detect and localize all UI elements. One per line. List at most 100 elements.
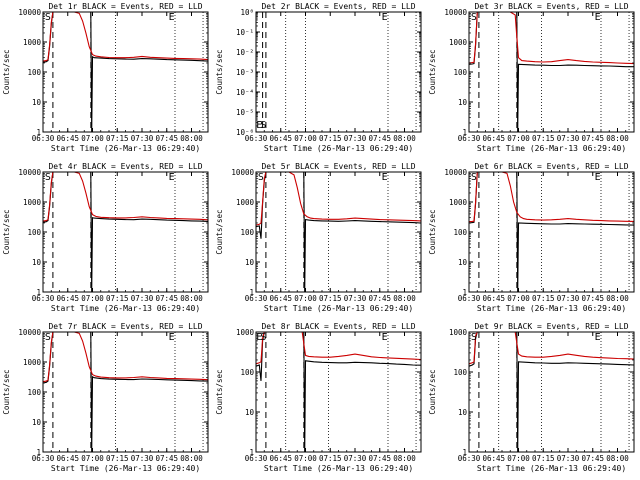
detector-panel: Det 1r BLACK = Events, RED = LLD S E 06:30 0… — [0, 0, 213, 160]
events-series-line — [255, 331, 422, 453]
x-tick-label: 07:30 — [344, 134, 367, 143]
chart-title: Det 7r BLACK = Events, RED = LLD — [48, 322, 202, 331]
y-tick-label: 1 — [36, 288, 41, 297]
interval-marker-label: E — [169, 12, 175, 23]
x-tick-label: 08:00 — [393, 454, 416, 463]
x-tick-label: 07:45 — [155, 134, 178, 143]
detector-panel: Det 9r BLACK = Events, RED = LLD S E 06:30 0… — [426, 320, 639, 480]
detector-panel: Det 6r BLACK = Events, RED = LLD S E 06:30 0… — [426, 160, 639, 320]
y-axis-label: Counts/sec — [215, 369, 224, 414]
y-tick-label: 10⁻⁴ — [236, 88, 254, 97]
interval-marker-label: E — [169, 332, 175, 343]
y-axis-label: Counts/sec — [215, 49, 224, 94]
interval-marker-label: E — [595, 332, 601, 343]
plot-frame — [255, 331, 422, 453]
interval-marker-label: E — [382, 12, 388, 23]
lld-series-line — [42, 331, 209, 383]
events-series-line — [468, 331, 635, 453]
x-tick-label: 06:30 — [458, 454, 481, 463]
interval-marker-label: E — [256, 332, 262, 343]
x-tick-label: 07:15 — [319, 294, 342, 303]
x-tick-label: 08:00 — [606, 134, 629, 143]
chart-title: Det 1r BLACK = Events, RED = LLD — [48, 2, 202, 11]
y-tick-label: 100 — [240, 228, 254, 237]
x-tick-label: 07:30 — [557, 294, 580, 303]
y-tick-label: 10⁻⁶ — [236, 128, 254, 137]
interval-marker-label: E — [595, 172, 601, 183]
x-tick-label: 07:00 — [507, 134, 530, 143]
y-axis-label: Counts/sec — [428, 369, 437, 414]
y-axis-label: Counts/sec — [2, 49, 11, 94]
interval-marker-label: E — [256, 120, 262, 131]
x-tick-label: 07:00 — [81, 134, 104, 143]
interval-marker-label: S — [45, 12, 51, 23]
detector-panel: Det 3r BLACK = Events, RED = LLD S E 06:30 0… — [426, 0, 639, 160]
interval-marker-label: S — [258, 172, 264, 183]
y-tick-label: 100 — [27, 68, 41, 77]
x-tick-label: 08:00 — [180, 294, 203, 303]
y-tick-label: 10000 — [444, 168, 467, 177]
x-tick-label: 08:00 — [393, 294, 416, 303]
y-tick-label: 10 — [245, 258, 255, 267]
x-tick-label: 06:45 — [56, 454, 79, 463]
x-tick-label: 08:00 — [180, 454, 203, 463]
x-tick-label: 07:30 — [557, 134, 580, 143]
x-tick-label: 07:00 — [507, 294, 530, 303]
x-tick-label: 07:45 — [581, 454, 604, 463]
y-axis-label: Counts/sec — [428, 49, 437, 94]
y-tick-label: 10 — [32, 98, 42, 107]
lld-series-line — [255, 171, 422, 226]
x-tick-label: 07:30 — [344, 454, 367, 463]
y-tick-label: 10⁻³ — [236, 68, 254, 77]
detector-panel: Det 8r BLACK = Events, RED = LLD E S E 06:30… — [213, 320, 426, 480]
y-axis-label: Counts/sec — [2, 209, 11, 254]
events-series-line — [42, 331, 209, 453]
x-tick-label: 07:45 — [368, 454, 391, 463]
x-axis-label: Start Time (26-Mar-13 06:29:40) — [264, 144, 413, 153]
y-tick-label: 100 — [453, 228, 467, 237]
lld-series-line — [42, 171, 209, 222]
y-tick-label: 100 — [240, 368, 254, 377]
y-tick-label: 10 — [458, 98, 468, 107]
events-series-line — [255, 171, 422, 293]
x-tick-label: 07:15 — [532, 134, 555, 143]
plot-frame — [255, 171, 422, 293]
x-tick-label: 06:30 — [245, 454, 268, 463]
x-tick-label: 08:00 — [606, 294, 629, 303]
x-tick-label: 06:45 — [269, 134, 292, 143]
x-tick-label: 06:45 — [56, 134, 79, 143]
chart-title: Det 3r BLACK = Events, RED = LLD — [474, 2, 628, 11]
x-tick-label: 07:30 — [131, 454, 154, 463]
interval-marker-label: S — [260, 120, 266, 131]
x-axis-label: Start Time (26-Mar-13 06:29:40) — [264, 304, 413, 313]
x-axis-label: Start Time (26-Mar-13 06:29:40) — [51, 304, 200, 313]
interval-marker-label: S — [45, 332, 51, 343]
x-axis-label: Start Time (26-Mar-13 06:29:40) — [51, 464, 200, 473]
x-axis-label: Start Time (26-Mar-13 06:29:40) — [51, 144, 200, 153]
y-tick-label: 10⁻² — [236, 48, 254, 57]
interval-marker-label: S — [471, 332, 477, 343]
lld-series-line — [42, 11, 209, 62]
y-tick-label: 1 — [249, 448, 254, 457]
y-axis-label: Counts/sec — [428, 209, 437, 254]
y-tick-label: 1000 — [23, 38, 42, 47]
events-series-line — [468, 11, 634, 133]
x-tick-label: 07:45 — [155, 294, 178, 303]
y-tick-label: 10000 — [18, 168, 41, 177]
x-tick-label: 07:30 — [557, 454, 580, 463]
plot-frame — [42, 11, 209, 133]
x-tick-label: 07:00 — [81, 454, 104, 463]
plot-frame — [468, 171, 635, 293]
y-tick-label: 100 — [453, 68, 467, 77]
lld-series-line — [255, 331, 422, 365]
x-tick-label: 06:45 — [482, 454, 505, 463]
detector-panel: Det 5r BLACK = Events, RED = LLD S E 06:30 0… — [213, 160, 426, 320]
y-tick-label: 1 — [36, 448, 41, 457]
x-tick-label: 06:30 — [458, 294, 481, 303]
